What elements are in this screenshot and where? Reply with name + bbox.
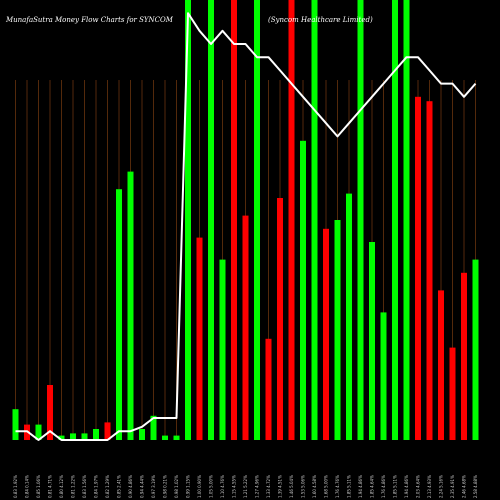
money-flow-bar [58, 435, 65, 440]
x-tick-label: 1.39 4.51% [278, 475, 283, 498]
money-flow-bar [461, 272, 467, 440]
money-flow-bar [392, 0, 398, 440]
x-tick-label: 1.85 4.64% [370, 475, 375, 498]
money-flow-bar [150, 415, 157, 440]
money-flow-bar [70, 433, 76, 440]
x-tick-label: 1.94 4.86% [358, 475, 363, 498]
x-tick-label: 0.94 4.44% [140, 475, 145, 498]
money-flow-bar [81, 433, 88, 440]
x-tick-label: 1.05 5.00% [209, 475, 214, 498]
x-tick-label: 0.85 1.06% [36, 475, 41, 498]
x-tick-label: 2.35 4.91% [450, 475, 455, 498]
money-flow-bar [242, 215, 249, 440]
x-tick-label: 1.85 5.11% [393, 475, 398, 498]
x-tick-label: 2.13 4.93% [427, 475, 432, 498]
x-tick-label: 0.85 2.41% [117, 475, 122, 498]
x-tick-label: 1.94 4.86% [404, 475, 409, 498]
money-flow-bar [323, 228, 329, 440]
money-flow-bar [47, 385, 53, 440]
x-tick-label: 1.27 4.96% [255, 475, 260, 498]
money-flow-bar [208, 0, 214, 440]
money-flow-bar [196, 237, 203, 440]
x-tick-label: 0.84 0.14% [25, 475, 30, 498]
x-tick-label: 1.10 4.76% [220, 475, 225, 498]
money-flow-bar [93, 429, 99, 440]
x-tick-label: 2.03 4.64% [416, 475, 421, 498]
x-tick-label: 1.60 4.58% [312, 475, 317, 498]
money-flow-bar [288, 0, 295, 440]
money-flow-bar [426, 101, 433, 440]
x-tick-label: 0.83 1.56% [82, 475, 87, 498]
money-flow-bar [380, 312, 387, 440]
money-flow-bar [311, 0, 318, 440]
money-flow-bar [472, 259, 479, 440]
chart-title: MunafaSutra Money Flow Charts for SYNCOM [5, 16, 174, 24]
money-flow-bar [277, 198, 283, 440]
x-tick-label: 0.98 0.21% [163, 475, 168, 498]
money-flow-bar [116, 189, 122, 440]
money-flow-bar [254, 0, 260, 440]
money-flow-bar [35, 424, 42, 440]
money-flow-bar [173, 435, 180, 440]
money-flow-bar [357, 0, 364, 440]
x-tick-label: 1.15 4.55% [232, 475, 237, 498]
x-tick-label: 0.83 1.92% [13, 475, 18, 498]
x-tick-label: 0.98 1.02% [174, 475, 179, 498]
x-tick-label: 0.84 1.97% [94, 475, 99, 498]
money-flow-bars [12, 0, 479, 441]
x-tick-label: 0.80 4.12% [59, 475, 64, 498]
x-tick-label: 1.46 5.04% [289, 475, 294, 498]
x-tick-label: 1.76 4.86% [381, 475, 386, 498]
money-flow-bar [104, 422, 111, 440]
x-tick-label: 1.76 4.76% [335, 475, 340, 498]
x-tick-label: 0.82 1.29% [105, 475, 110, 498]
money-flow-bar [185, 0, 191, 440]
money-flow-bar [449, 347, 456, 440]
chart-subtitle: (Syncom Healthcare Limited) [268, 16, 373, 24]
money-flow-bar [346, 193, 352, 440]
x-tick-label: 0.81 4.71% [48, 475, 53, 498]
x-tick-label: 1.85 5.11% [347, 475, 352, 498]
x-tick-label: 2.46 4.68% [462, 475, 467, 498]
x-tick-label: 0.81 1.22% [71, 475, 76, 498]
x-tick-label: 1.33 4.72% [266, 475, 271, 498]
x-tick-label: 2.24 5.16% [439, 475, 444, 498]
money-flow-bar [403, 0, 410, 440]
money-flow-bar [162, 435, 168, 440]
money-flow-bar [265, 338, 272, 440]
x-tick-label: 1.21 5.22% [243, 475, 248, 498]
x-tick-labels: 0.83 1.92% 0.84 0.14% 0.85 1.06% 0.81 4.71%… [13, 475, 478, 498]
x-tick-label: 1.00 0.90% [197, 475, 202, 498]
money-flow-bar [300, 140, 306, 441]
x-tick-label: 2.58 4.88% [473, 475, 478, 498]
money-flow-bar [231, 0, 237, 440]
money-flow-bar [139, 429, 145, 440]
x-tick-label: 1.53 5.06% [301, 475, 306, 498]
price-line [15, 12, 477, 441]
money-flow-bar [127, 171, 134, 440]
money-flow-bar [415, 96, 421, 441]
money-flow-bar [219, 259, 226, 440]
x-tick-label: 0.97 3.19% [151, 475, 156, 498]
x-tick-label: 1.68 5.00% [324, 475, 329, 498]
x-tick-label: 0.90 4.86% [128, 475, 133, 498]
money-flow-bar [438, 290, 444, 440]
money-flow-bar [12, 409, 19, 440]
money-flow-bar [334, 220, 341, 440]
money-flow-bar [369, 242, 375, 440]
x-tick-label: 0.99 1.15% [186, 475, 191, 498]
